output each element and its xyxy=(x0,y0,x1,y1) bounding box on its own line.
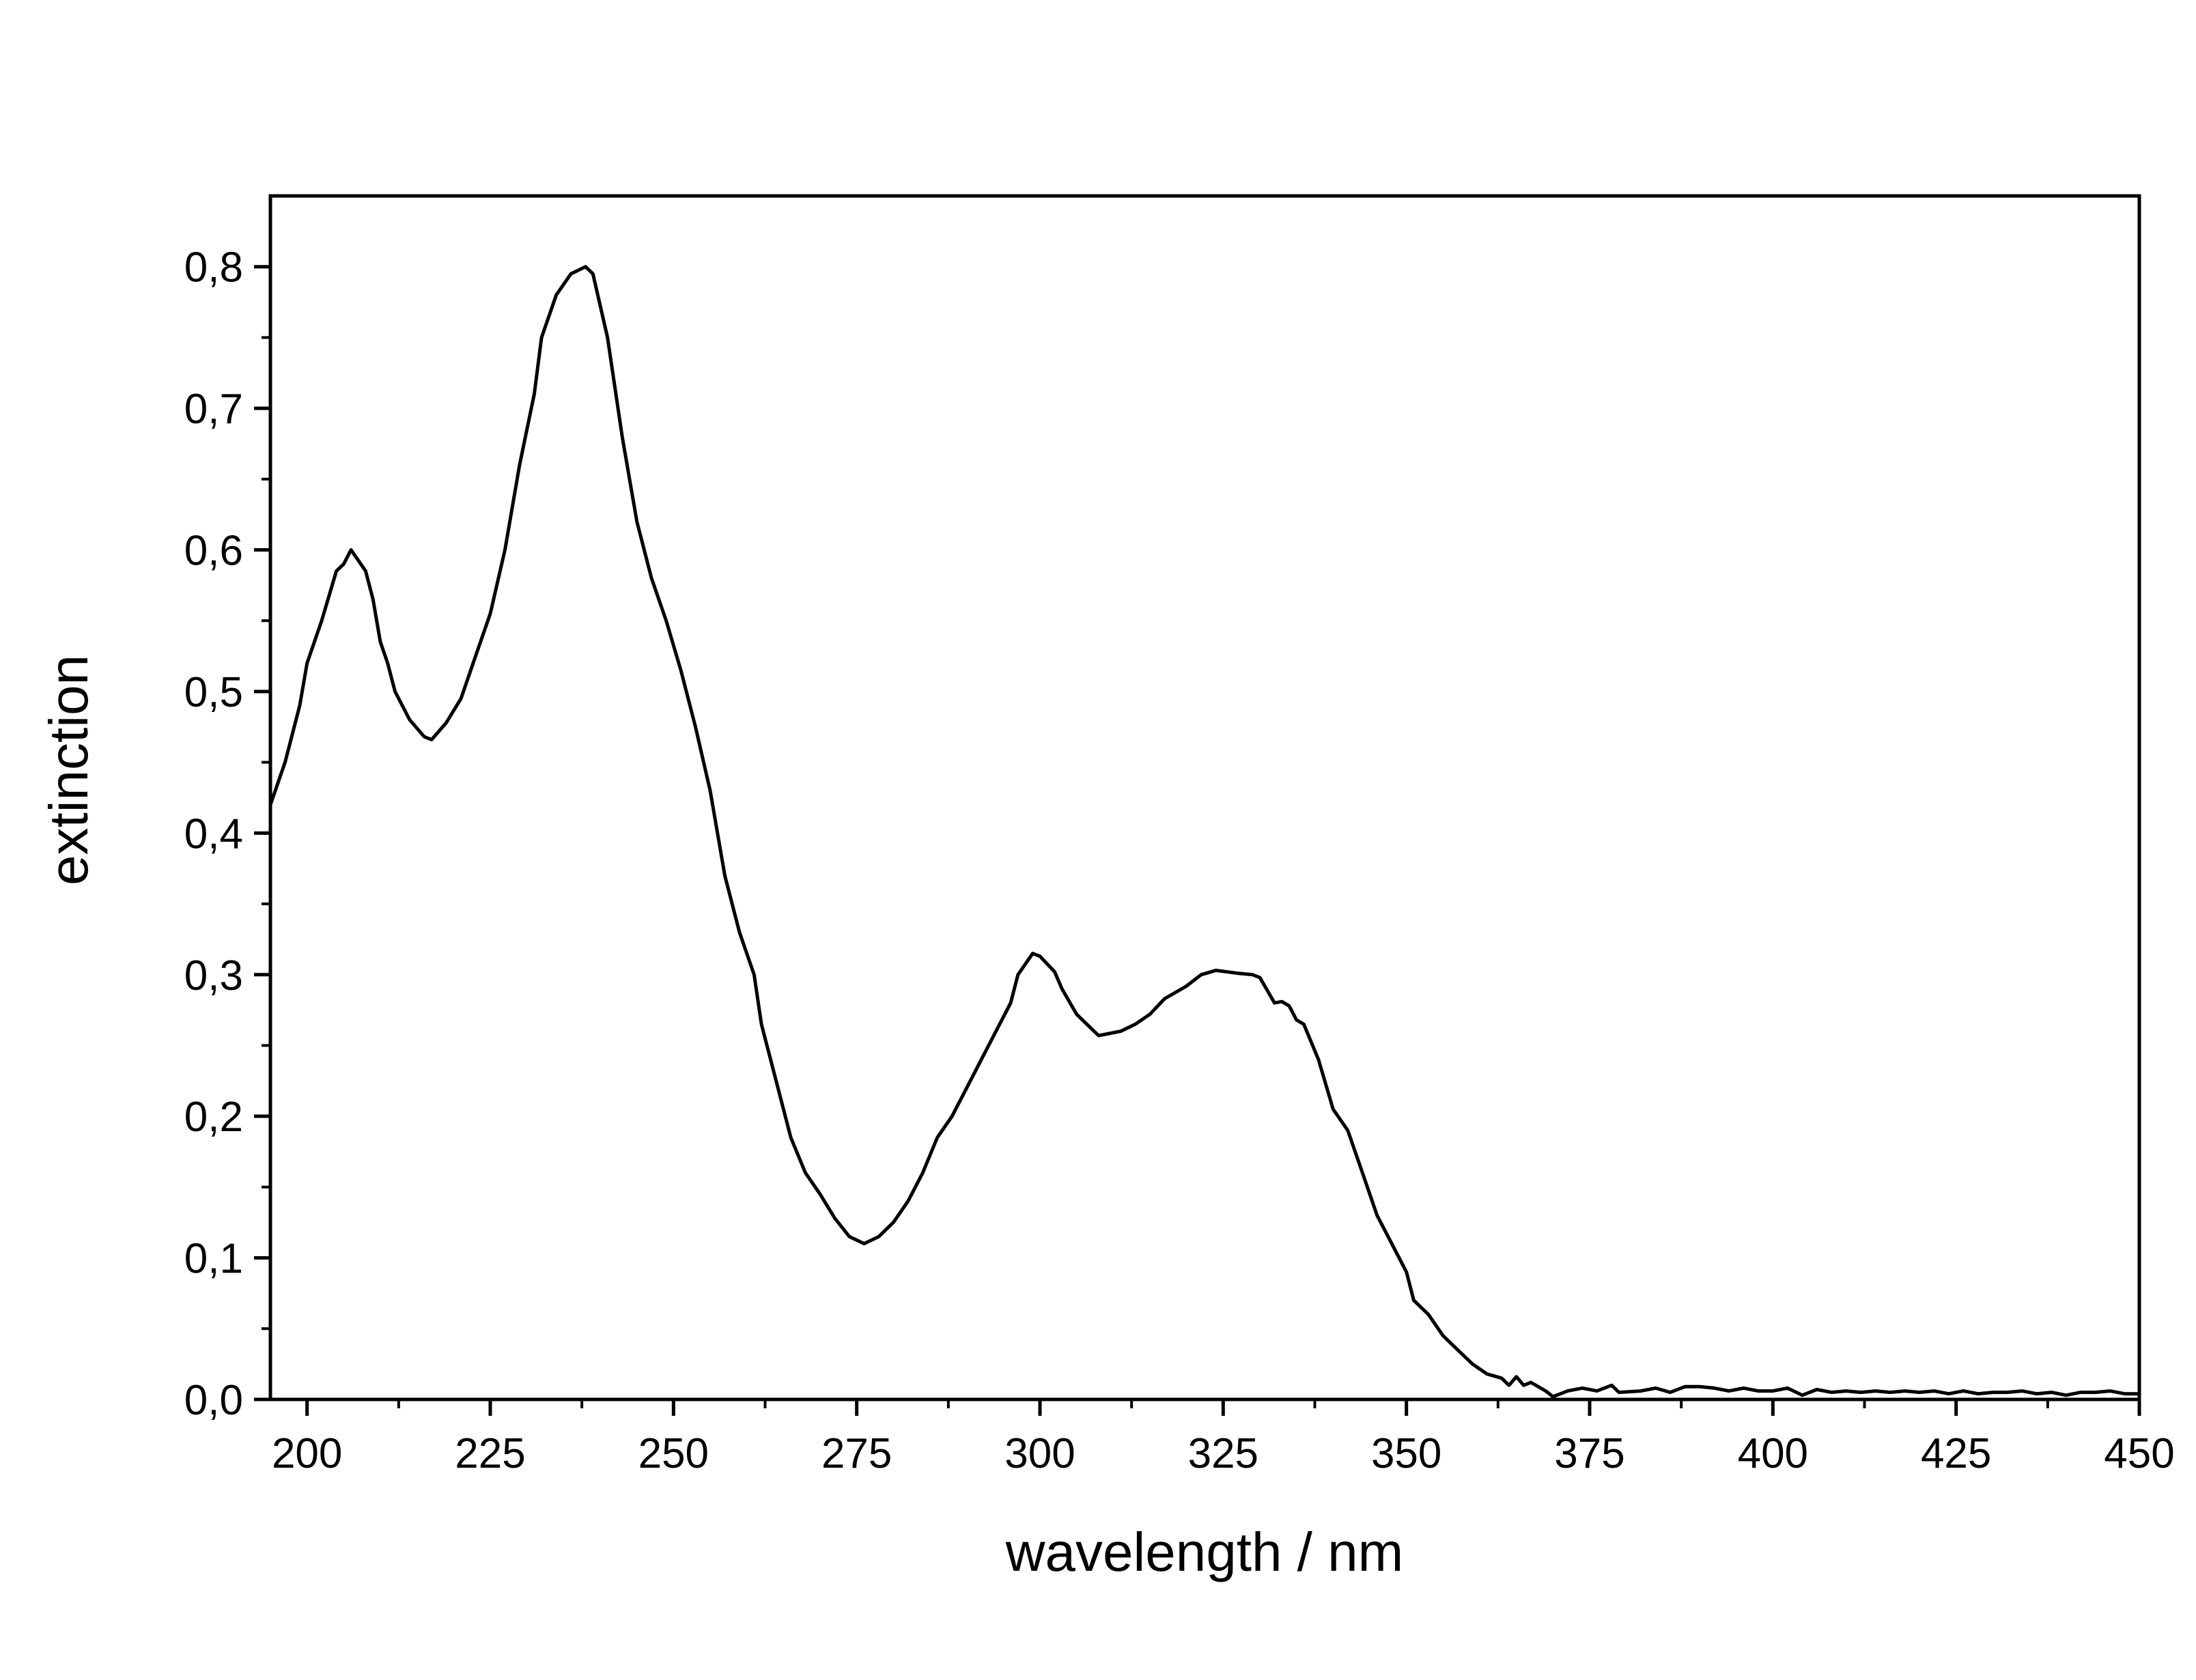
x-tick-label: 375 xyxy=(1554,1430,1624,1477)
x-tick-label: 425 xyxy=(1921,1430,1991,1477)
x-tick-label: 300 xyxy=(1004,1430,1075,1477)
plot-frame xyxy=(268,194,2141,1401)
x-tick-label: 450 xyxy=(2104,1430,2174,1477)
y-axis-label: extinction xyxy=(38,655,99,885)
spectrum-line xyxy=(268,265,2139,1399)
x-axis-label: wavelength / nm xyxy=(1005,1522,1404,1582)
y-tick-label: 0,6 xyxy=(184,528,243,575)
y-tick-label: 0,5 xyxy=(184,669,243,716)
y-tick-label: 0,2 xyxy=(184,1094,243,1141)
y-tick-label: 0,4 xyxy=(184,810,243,857)
x-tick-label: 325 xyxy=(1188,1430,1258,1477)
x-tick-label: 350 xyxy=(1371,1430,1441,1477)
x-tick-label: 400 xyxy=(1738,1430,1808,1477)
x-tick-label: 275 xyxy=(821,1430,892,1477)
x-tick-label: 200 xyxy=(272,1430,342,1477)
y-tick-label: 0,1 xyxy=(184,1236,243,1283)
y-tick-label: 0,7 xyxy=(184,386,243,433)
y-tick-label: 0,0 xyxy=(184,1377,243,1424)
y-tick-label: 0,3 xyxy=(184,952,243,999)
y-tick-label: 0,8 xyxy=(184,244,243,291)
x-tick-label: 225 xyxy=(455,1430,525,1477)
x-tick-label: 250 xyxy=(638,1430,709,1477)
